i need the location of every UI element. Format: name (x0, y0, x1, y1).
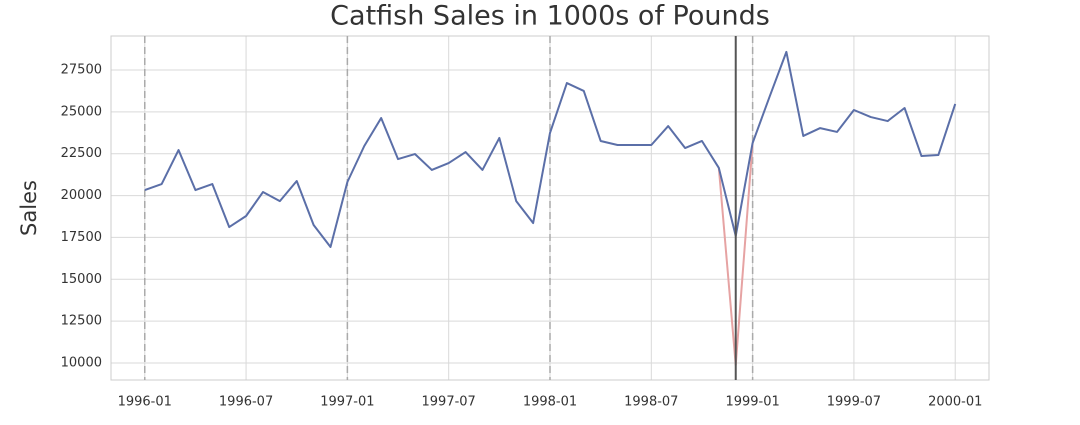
y-tick-label: 22500 (61, 146, 102, 161)
y-tick-label: 20000 (61, 188, 102, 203)
x-tick-label: 1996-01 (118, 395, 172, 410)
chart-title: Catfish Sales in 1000s of Pounds (330, 1, 770, 32)
y-tick-label: 12500 (61, 314, 102, 329)
x-tick-label: 1997-07 (422, 395, 476, 410)
y-tick-label: 27500 (61, 62, 102, 77)
y-tick-label: 17500 (61, 230, 102, 245)
y-tick-label: 25000 (61, 104, 102, 119)
x-tick-label: 1998-07 (624, 395, 678, 410)
x-tick-label: 1999-01 (725, 395, 779, 410)
x-tick-label: 2000-01 (928, 395, 982, 410)
y-tick-label: 15000 (61, 272, 102, 287)
x-tick-label: 1999-07 (827, 395, 881, 410)
y-tick-label: 10000 (61, 356, 102, 371)
y-axis-label: Sales (17, 180, 41, 236)
data-line (144, 50, 957, 248)
x-tick-label: 1997-01 (320, 395, 374, 410)
x-tick-label: 1996-07 (219, 395, 273, 410)
x-tick-label: 1998-01 (523, 395, 577, 410)
